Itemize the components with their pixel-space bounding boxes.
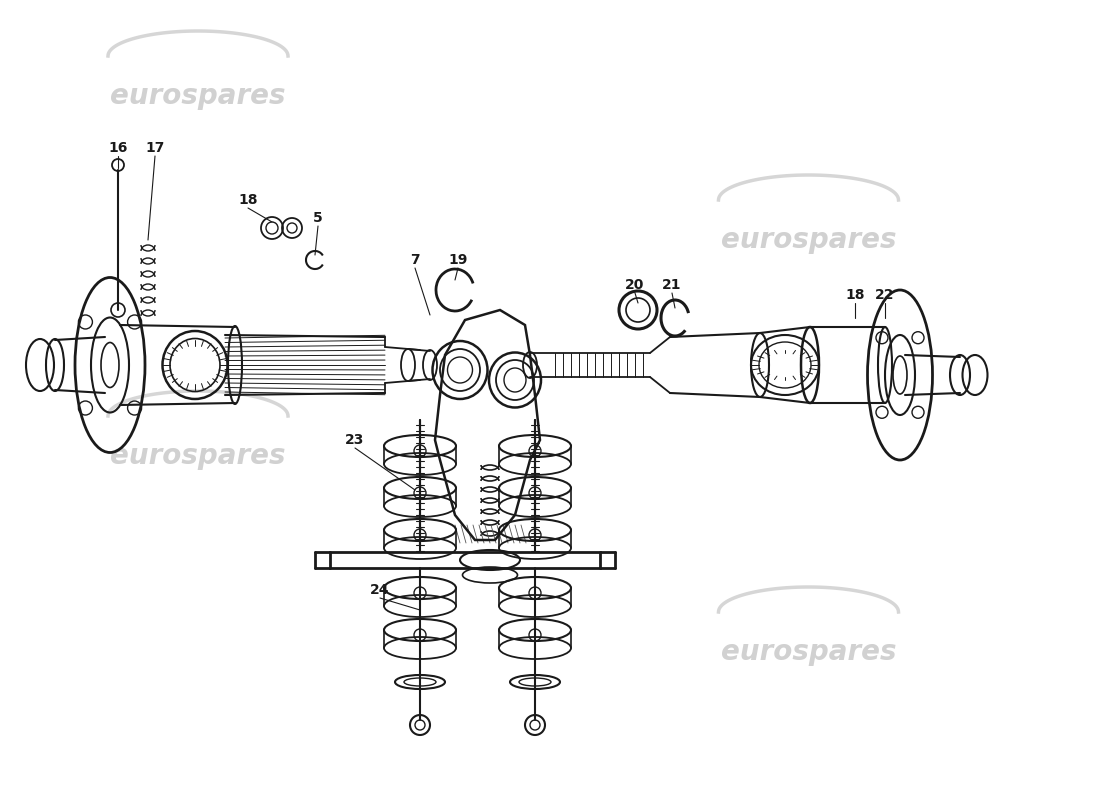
Text: 16: 16	[108, 141, 128, 155]
Text: 7: 7	[410, 253, 420, 267]
Text: 18: 18	[239, 193, 257, 207]
Text: eurospares: eurospares	[720, 638, 896, 666]
Text: 21: 21	[662, 278, 682, 292]
Text: 19: 19	[449, 253, 468, 267]
Text: 20: 20	[625, 278, 645, 292]
Text: 5: 5	[314, 211, 323, 225]
Text: 18: 18	[845, 288, 865, 302]
Text: 23: 23	[345, 433, 365, 447]
Text: eurospares: eurospares	[720, 226, 896, 254]
Text: 22: 22	[876, 288, 894, 302]
Bar	[330, 552, 600, 568]
Text: 17: 17	[145, 141, 165, 155]
Text: 24: 24	[371, 583, 389, 597]
Text: eurospares: eurospares	[110, 82, 286, 110]
Text: eurospares: eurospares	[110, 442, 286, 470]
